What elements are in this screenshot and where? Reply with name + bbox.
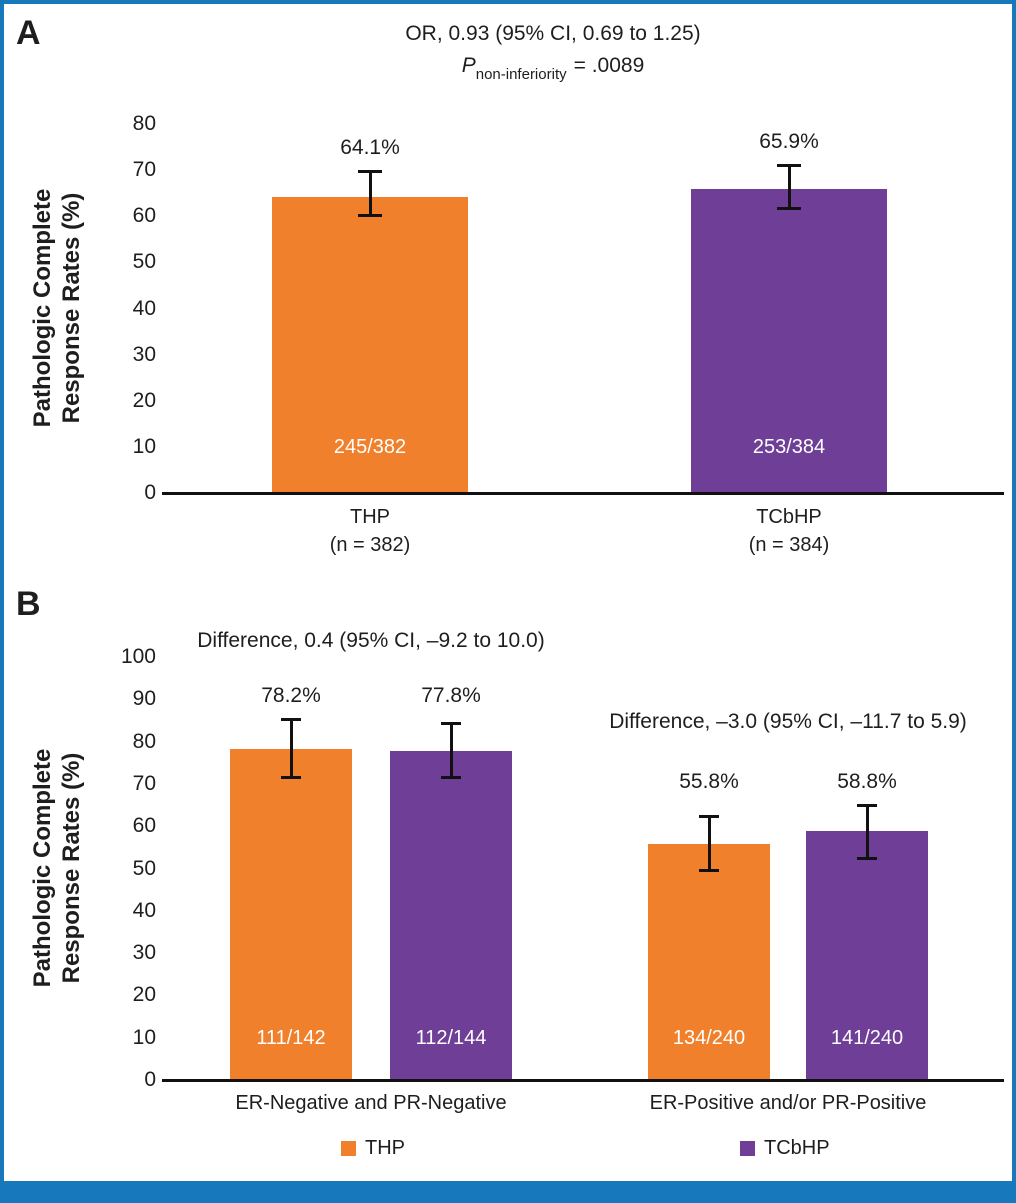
- legend-swatch-thp: [341, 1140, 356, 1156]
- tick-label: 20: [132, 389, 156, 412]
- category-label: ER-Negative and PR-Negative: [235, 1092, 507, 1114]
- tick-label: 50: [132, 250, 156, 273]
- tick-label: 0: [144, 1068, 156, 1091]
- count-label: 253/384: [752, 436, 826, 458]
- p-subscript: non-inferiority: [475, 66, 567, 83]
- x-axis-line: [162, 1079, 1004, 1082]
- difference-annotation: Difference, 0.4 (95% CI, –9.2 to 10.0): [197, 629, 545, 652]
- tick-label: 100: [120, 645, 156, 668]
- panel-letter: B: [16, 585, 42, 623]
- tick-label: 0: [144, 481, 156, 504]
- tick-label: 80: [132, 730, 156, 753]
- difference-annotation: Difference, –3.0 (95% CI, –11.7 to 5.9): [609, 710, 967, 733]
- legend-item-tcbhp: TCbHP: [740, 1137, 830, 1159]
- bar-tcbhp: [691, 189, 887, 493]
- y-axis-title-line1: Pathologic Complete: [29, 748, 56, 988]
- error-bar-cap-top: [281, 718, 301, 721]
- category-label: TCbHP: [756, 506, 822, 528]
- error-bar-line: [369, 171, 372, 217]
- p-value-line: Pnon-inferiority = .0089: [153, 52, 953, 89]
- error-bar-line: [788, 165, 791, 209]
- error-bar-cap-bottom: [281, 776, 301, 779]
- tick-label: 30: [132, 343, 156, 366]
- error-bar-cap-bottom: [699, 869, 719, 872]
- bar-thp: [648, 844, 770, 1080]
- category-sublabel: (n = 382): [329, 534, 411, 556]
- error-bar-cap-bottom: [441, 776, 461, 779]
- bar-tcbhp: [806, 831, 928, 1080]
- value-label: 78.2%: [261, 684, 321, 707]
- legend-swatch-tcbhp: [740, 1140, 755, 1156]
- tick-label: 90: [132, 687, 156, 710]
- tick-label: 20: [132, 983, 156, 1006]
- count-label: 134/240: [672, 1027, 746, 1049]
- error-bar-cap-top: [699, 815, 719, 818]
- chart-title: OR, 0.93 (95% CI, 0.69 to 1.25): [405, 22, 701, 45]
- bar-tcbhp: [390, 751, 512, 1080]
- tick-label: 40: [132, 899, 156, 922]
- tick-label: 40: [132, 297, 156, 320]
- count-label: 245/382: [333, 436, 407, 458]
- tick-label: 80: [132, 112, 156, 135]
- value-label: 58.8%: [837, 770, 897, 793]
- bar-thp: [230, 749, 352, 1080]
- p-value-text: = .0089: [573, 54, 645, 77]
- panel-letter: A: [16, 14, 42, 52]
- count-label: 111/142: [256, 1027, 326, 1049]
- error-bar-line: [450, 723, 453, 778]
- category-label: ER-Positive and/or PR-Positive: [649, 1092, 927, 1114]
- tick-label: 60: [132, 204, 156, 227]
- error-bar-cap-top: [857, 804, 877, 807]
- category-sublabel: (n = 384): [748, 534, 830, 556]
- category-label: THP: [350, 506, 390, 528]
- bottom-accent-bar: [0, 1181, 1016, 1203]
- p-symbol: P: [461, 54, 476, 77]
- tick-label: 50: [132, 857, 156, 880]
- error-bar-line: [708, 816, 711, 871]
- error-bar-cap-bottom: [857, 857, 877, 860]
- legend-label: THP: [365, 1137, 405, 1159]
- error-bar-line: [290, 719, 293, 778]
- tick-label: 70: [132, 158, 156, 181]
- count-label: 112/144: [415, 1027, 487, 1049]
- error-bar-cap-top: [777, 164, 801, 167]
- tick-label: 30: [132, 941, 156, 964]
- value-label: 55.8%: [679, 770, 739, 793]
- error-bar-cap-bottom: [777, 207, 801, 210]
- error-bar-cap-top: [358, 170, 382, 173]
- legend-item-thp: THP: [341, 1137, 405, 1159]
- tick-label: 10: [132, 435, 156, 458]
- count-label: 141/240: [830, 1027, 904, 1049]
- tick-label: 10: [132, 1026, 156, 1049]
- error-bar-cap-bottom: [358, 214, 382, 217]
- x-axis-line: [162, 492, 1004, 495]
- value-label: 65.9%: [759, 130, 819, 153]
- error-bar-cap-top: [441, 722, 461, 725]
- value-label: 64.1%: [340, 136, 400, 159]
- bar-thp: [272, 197, 468, 493]
- legend-label: TCbHP: [764, 1137, 830, 1159]
- tick-label: 70: [132, 772, 156, 795]
- error-bar-line: [866, 805, 869, 859]
- value-label: 77.8%: [421, 684, 481, 707]
- tick-label: 60: [132, 814, 156, 837]
